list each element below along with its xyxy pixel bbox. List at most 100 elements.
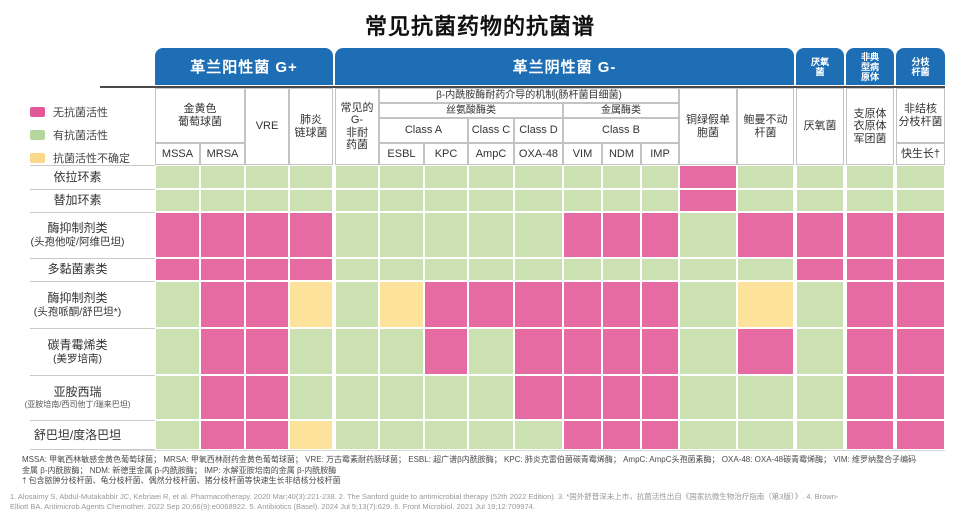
matrix-cell xyxy=(514,281,563,328)
matrix-cell xyxy=(846,258,894,281)
matrix-cell xyxy=(737,258,794,281)
col-header-atypical: 支原体 衣原体 军团菌 xyxy=(846,88,894,165)
row-label: 碳青霉烯类 (美罗培南) xyxy=(0,328,155,375)
col-header-class-d: Class D xyxy=(514,118,563,143)
matrix-cell xyxy=(679,212,737,258)
drug-subname: (美罗培南) xyxy=(53,352,102,365)
matrix-cell xyxy=(468,189,514,212)
matrix-cell xyxy=(200,165,245,189)
banner-atypical-pathogens: 非典 型病 原体 xyxy=(846,48,894,85)
col-header-ntm: 非结核 分枝杆菌 xyxy=(896,88,945,143)
legend-label: 有抗菌活性 xyxy=(53,130,108,142)
matrix-cell xyxy=(200,328,245,375)
matrix-cell xyxy=(679,165,737,189)
matrix-cell xyxy=(602,258,641,281)
matrix-cell xyxy=(846,281,894,328)
matrix-cell xyxy=(200,375,245,420)
matrix-cell xyxy=(514,375,563,420)
banner-anaerobes: 厌氧 菌 xyxy=(796,48,844,85)
col-header-oxa48: OXA-48 xyxy=(514,143,563,165)
matrix-cell xyxy=(379,212,424,258)
matrix-cell xyxy=(379,258,424,281)
matrix-cell xyxy=(155,328,200,375)
drug-name: 酶抑制剂类 xyxy=(47,290,108,305)
matrix-cell xyxy=(424,375,468,420)
col-header-ndm: NDM xyxy=(602,143,641,165)
matrix-cell xyxy=(514,189,563,212)
col-header-class-c: Class C xyxy=(468,118,514,143)
matrix-cell xyxy=(468,165,514,189)
matrix-cell xyxy=(335,420,379,450)
matrix-cell xyxy=(289,258,333,281)
matrix-cell xyxy=(641,189,679,212)
matrix-cell xyxy=(335,189,379,212)
matrix-cell xyxy=(796,328,844,375)
col-header-esbl: ESBL xyxy=(379,143,424,165)
col-header-common-gram-negative: 常见的 G- 非耐 药菌 xyxy=(335,88,379,165)
matrix-cell xyxy=(245,375,289,420)
matrix-cell xyxy=(468,420,514,450)
matrix-cell xyxy=(737,420,794,450)
matrix-cell xyxy=(379,420,424,450)
matrix-cell xyxy=(468,375,514,420)
matrix-cell xyxy=(563,258,602,281)
drug-name: 亚胺西瑞 xyxy=(53,385,102,399)
matrix-cell xyxy=(563,189,602,212)
matrix-cell xyxy=(155,375,200,420)
matrix-cell xyxy=(335,328,379,375)
header-top-rule xyxy=(100,86,945,88)
row-labels: 依拉环素 替加环素 酶抑制剂类 (头孢他啶/阿维巴坦) 多黏菌素类 酶抑制剂类 (头孢哌酮/… xyxy=(0,165,155,450)
banner-mycobacteria: 分枝 杆菌 xyxy=(896,48,945,85)
matrix-cell xyxy=(514,328,563,375)
col-header-staph-aureus: 金黄色 葡萄球菌 xyxy=(155,88,245,143)
matrix-cell xyxy=(200,420,245,450)
col-header-vre: VRE xyxy=(245,88,289,165)
matrix-cell xyxy=(424,165,468,189)
matrix-cell xyxy=(379,281,424,328)
legend-item-active: 有抗菌活性 xyxy=(30,127,130,143)
matrix-cell xyxy=(602,212,641,258)
drug-subname: (头孢哌酮/舒巴坦*) xyxy=(33,305,122,318)
matrix-cell xyxy=(424,281,468,328)
matrix-cell xyxy=(289,328,333,375)
matrix-cell xyxy=(896,258,945,281)
drug-name: 碳青霉烯类 xyxy=(47,337,108,352)
matrix-cell xyxy=(679,258,737,281)
matrix-cell xyxy=(679,189,737,212)
references: 1. Alosaimy S, Abdul-Mutakabbir JC, Kebr… xyxy=(10,492,839,511)
matrix-cell xyxy=(737,165,794,189)
col-header-pseudomonas: 铜绿假单 胞菌 xyxy=(679,88,737,165)
matrix-cell xyxy=(641,281,679,328)
col-header-vim: VIM xyxy=(563,143,602,165)
drug-name: 酶抑制剂类 xyxy=(47,221,108,235)
matrix-cell xyxy=(563,420,602,450)
drug-subname: (头孢他啶/阿维巴坦) xyxy=(30,236,125,248)
matrix-cell xyxy=(335,212,379,258)
matrix-cell xyxy=(737,189,794,212)
legend-label: 抗菌活性不确定 xyxy=(53,153,130,165)
col-header-mssa: MSSA xyxy=(155,143,200,165)
matrix-cell xyxy=(896,328,945,375)
matrix-cell xyxy=(155,165,200,189)
matrix-cell xyxy=(468,328,514,375)
legend-item-no-activity: 无抗菌活性 xyxy=(30,104,130,120)
drug-name: 舒巴坦/度洛巴坦 xyxy=(33,427,122,442)
col-header-pneumococcus: 肺炎 链球菌 xyxy=(289,88,333,165)
banner-gram-positive: 革兰阳性菌 G+ xyxy=(155,48,333,85)
matrix-cell xyxy=(514,212,563,258)
matrix-cell xyxy=(514,165,563,189)
matrix-cell xyxy=(796,165,844,189)
matrix-cell xyxy=(563,281,602,328)
matrix-cell xyxy=(896,165,945,189)
matrix-cell xyxy=(379,189,424,212)
matrix-cell xyxy=(424,420,468,450)
matrix-cell xyxy=(641,420,679,450)
col-header-metallo-enzymes: 金属酶类 xyxy=(563,103,679,118)
col-header-imp: IMP xyxy=(641,143,679,165)
matrix-cell xyxy=(896,189,945,212)
spectrum-grid: 革兰阳性菌 G+ 革兰阴性菌 G- 厌氧 菌 非典 型病 原体 分枝 杆菌 金黄… xyxy=(155,48,945,450)
matrix-cell xyxy=(641,165,679,189)
legend-item-uncertain: 抗菌活性不确定 xyxy=(30,150,130,166)
matrix-cell xyxy=(424,328,468,375)
matrix-cell xyxy=(155,212,200,258)
